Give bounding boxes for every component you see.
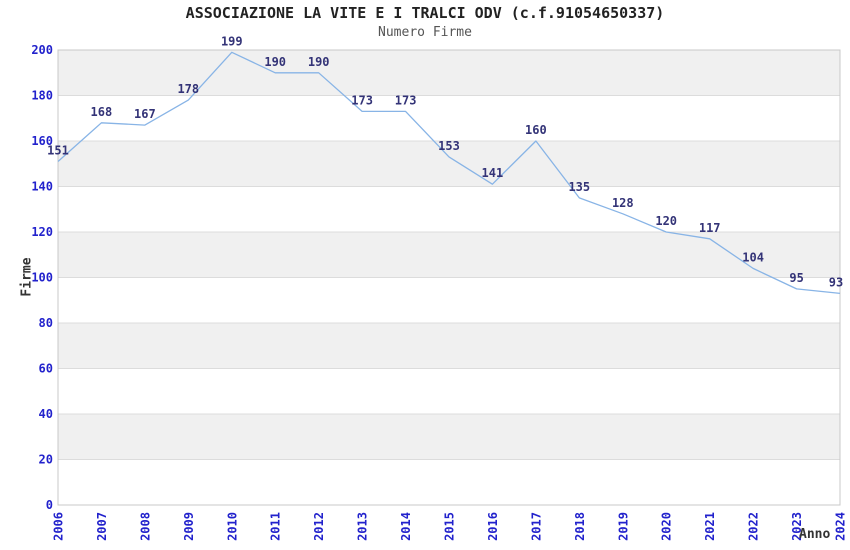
x-tick-label: 2010 [225, 512, 239, 541]
x-tick-label: 2006 [52, 512, 66, 541]
data-label: 178 [177, 82, 199, 96]
plot-band [58, 50, 840, 96]
y-tick-label: 160 [31, 134, 53, 148]
y-tick-label: 60 [39, 362, 53, 376]
data-label: 190 [264, 55, 286, 69]
data-label: 141 [482, 166, 504, 180]
plot-band [58, 141, 840, 187]
x-tick-label: 2018 [573, 512, 587, 541]
x-tick-label: 2013 [356, 512, 370, 541]
plot-band [58, 232, 840, 278]
data-label: 160 [525, 123, 547, 137]
x-tick-label: 2012 [312, 512, 326, 541]
data-label: 151 [47, 144, 69, 158]
x-tick-label: 2023 [790, 512, 804, 541]
data-label: 128 [612, 196, 634, 210]
data-label: 168 [91, 105, 113, 119]
y-tick-label: 20 [39, 453, 53, 467]
data-label: 153 [438, 139, 460, 153]
y-axis-title: Firme [19, 257, 35, 297]
x-tick-label: 2022 [747, 512, 761, 541]
data-label: 173 [395, 93, 417, 107]
x-tick-label: 2020 [660, 512, 674, 541]
x-tick-label: 2011 [269, 512, 283, 541]
chart-subtitle: Numero Firme [378, 25, 472, 40]
x-tick-label: 2009 [182, 512, 196, 541]
data-label: 190 [308, 55, 330, 69]
data-label: 117 [699, 221, 721, 235]
y-tick-label: 100 [31, 271, 53, 285]
data-label: 173 [351, 93, 373, 107]
data-label: 95 [789, 271, 803, 285]
data-label: 120 [655, 214, 677, 228]
y-tick-label: 200 [31, 43, 53, 57]
x-tick-label: 2014 [399, 512, 413, 541]
y-tick-label: 120 [31, 225, 53, 239]
x-tick-label: 2016 [486, 512, 500, 541]
x-axis-title: Anno [799, 527, 831, 542]
data-label: 167 [134, 107, 156, 121]
x-tick-label: 2007 [95, 512, 109, 541]
x-tick-label: 2008 [138, 512, 152, 541]
y-tick-label: 140 [31, 180, 53, 194]
x-tick-label: 2021 [703, 512, 717, 541]
y-tick-label: 180 [31, 89, 53, 103]
series-line [57, 51, 841, 295]
data-label: 199 [221, 34, 243, 48]
x-tick-label: 2015 [443, 512, 457, 541]
y-tick-label: 40 [39, 407, 53, 421]
x-tick-label: 2019 [616, 512, 630, 541]
data-label: 93 [829, 275, 843, 289]
chart-title: ASSOCIAZIONE LA VITE E I TRALCI ODV (c.f… [185, 4, 665, 22]
y-tick-label: 80 [39, 316, 53, 330]
plot-band [58, 323, 840, 369]
x-tick-label: 2017 [529, 512, 543, 541]
data-label: 104 [742, 250, 764, 264]
plot-border [57, 49, 841, 506]
x-tick-label: 2024 [834, 512, 848, 541]
plot-band [58, 414, 840, 460]
data-label: 135 [568, 180, 590, 194]
y-tick-label: 0 [46, 498, 53, 512]
